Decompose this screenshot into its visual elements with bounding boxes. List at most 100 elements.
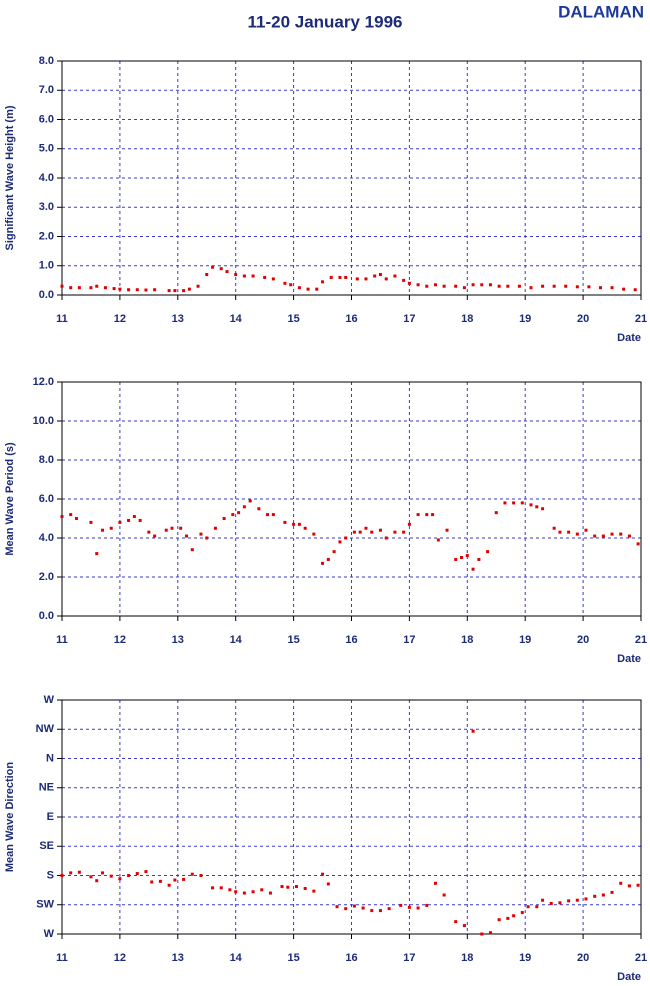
data-point [480, 283, 484, 287]
station-name: DALAMAN [558, 2, 644, 21]
y-tick-label: 12.0 [33, 376, 54, 388]
x-tick-label: 18 [461, 952, 473, 964]
data-point [425, 284, 429, 288]
y-axis-label: Mean Wave Period (s) [4, 442, 16, 556]
x-tick-label: 16 [345, 634, 357, 646]
x-tick-label: 18 [461, 634, 473, 646]
data-point [251, 890, 255, 894]
data-point [399, 903, 403, 907]
data-point [135, 872, 139, 876]
data-point [205, 536, 209, 540]
x-tick-label: 12 [114, 634, 126, 646]
data-point [118, 287, 122, 291]
data-point [471, 729, 475, 733]
data-point [575, 898, 579, 902]
data-point [219, 267, 223, 271]
x-tick-label: 17 [403, 634, 415, 646]
data-point [622, 287, 626, 291]
data-point [465, 554, 469, 558]
data-point [462, 286, 466, 290]
data-point [517, 284, 521, 288]
data-point [315, 287, 319, 291]
data-point [242, 891, 246, 895]
x-tick-label: 21 [635, 634, 647, 646]
data-point [89, 875, 93, 879]
y-tick-label: 1.0 [39, 260, 54, 272]
data-point [77, 870, 81, 874]
data-point [312, 532, 316, 536]
data-point [364, 526, 368, 530]
data-point [69, 286, 73, 290]
data-point [280, 885, 284, 889]
data-point [497, 284, 501, 288]
data-point [454, 920, 458, 924]
data-point [549, 901, 553, 905]
data-point [199, 874, 203, 877]
data-point [361, 906, 365, 910]
data-point [306, 287, 310, 291]
data-point [167, 289, 171, 293]
data-point [329, 275, 333, 279]
data-point [454, 284, 458, 288]
data-point [416, 906, 420, 910]
data-point [303, 526, 307, 530]
data-point [636, 883, 640, 887]
data-point [60, 284, 64, 288]
data-point [292, 522, 296, 526]
data-point [526, 905, 530, 909]
data-point [234, 273, 238, 277]
data-point [471, 567, 475, 571]
x-tick-label: 21 [635, 313, 647, 325]
plot-frame [61, 699, 642, 935]
data-point [486, 550, 490, 554]
data-point [199, 532, 203, 536]
data-point [387, 907, 391, 911]
data-point [425, 513, 429, 517]
data-point [251, 274, 255, 278]
data-point [222, 517, 226, 520]
data-point [344, 275, 348, 279]
data-point [237, 511, 241, 515]
data-point [364, 277, 368, 281]
data-point [187, 287, 191, 291]
data-point [294, 885, 298, 889]
data-point [190, 548, 194, 552]
x-tick-label: 17 [403, 313, 415, 325]
data-point [326, 882, 330, 886]
data-point [335, 905, 339, 909]
data-point [297, 522, 301, 526]
y-tick-label: 6.0 [39, 113, 54, 125]
data-point [158, 879, 162, 883]
data-point [488, 931, 492, 935]
y-tick-label: N [46, 752, 54, 764]
data-point [535, 505, 539, 509]
data-point [520, 911, 524, 915]
data-point [610, 890, 614, 894]
data-point [205, 273, 209, 277]
data-point [109, 526, 113, 530]
data-point [321, 280, 325, 284]
data-point [153, 288, 157, 292]
data-point [289, 283, 293, 287]
data-point [619, 532, 623, 536]
data-point [60, 874, 64, 877]
data-point [471, 283, 475, 287]
data-point [321, 561, 325, 565]
data-point [352, 904, 356, 908]
data-point [370, 909, 374, 913]
data-point [636, 542, 640, 546]
data-point [101, 871, 105, 875]
data-point [268, 891, 272, 895]
data-point [512, 501, 516, 505]
data-point [378, 273, 382, 277]
x-tick-label: 20 [577, 313, 589, 325]
data-point [593, 534, 597, 538]
data-point [433, 283, 437, 287]
plot-frame [61, 60, 642, 296]
data-point [228, 888, 232, 892]
x-tick-label: 14 [230, 634, 243, 646]
page-title: 11-20 January 1996 [247, 12, 402, 31]
data-point [173, 878, 177, 882]
data-point [454, 557, 458, 561]
